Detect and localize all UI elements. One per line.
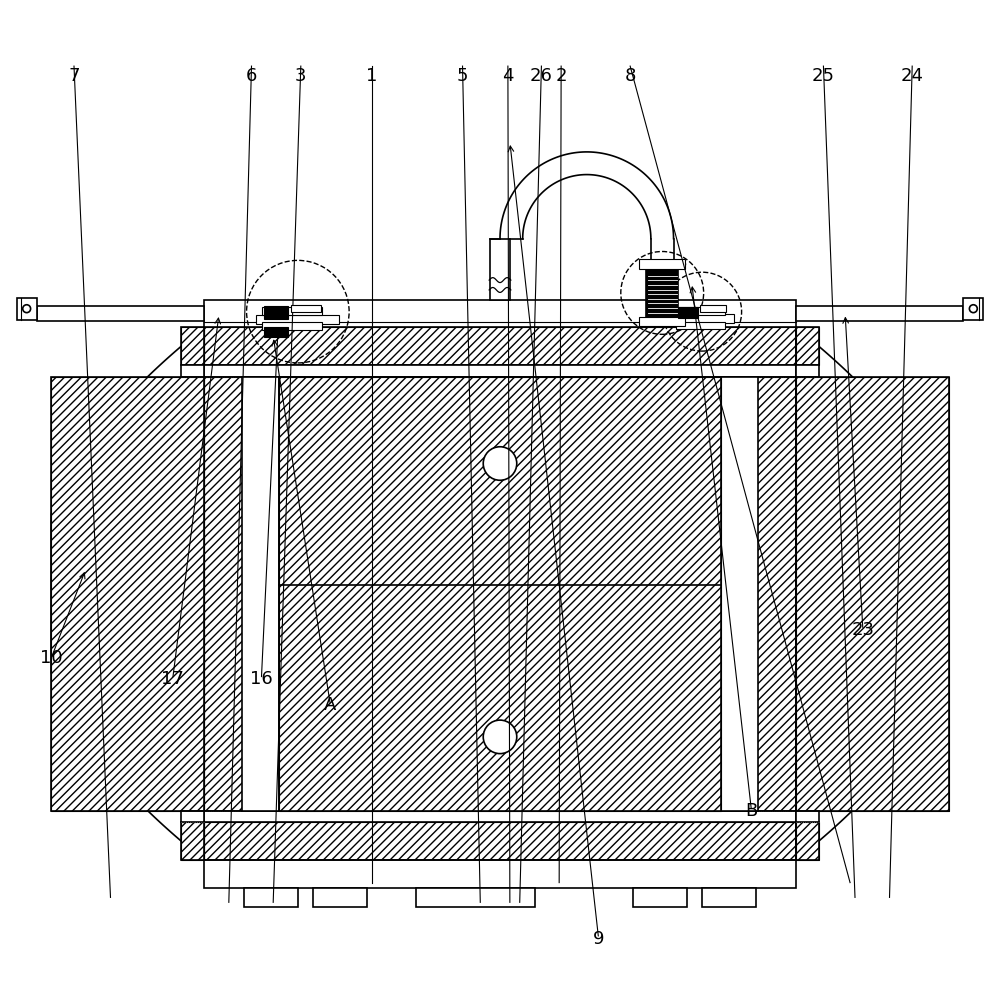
Bar bbox=[17, 298, 37, 320]
Text: 5: 5 bbox=[457, 67, 468, 85]
Bar bbox=[51, 377, 204, 811]
Bar bbox=[262, 322, 322, 330]
Bar bbox=[204, 300, 796, 327]
Bar bbox=[204, 377, 796, 811]
Bar bbox=[639, 259, 685, 269]
Bar bbox=[963, 298, 983, 320]
Circle shape bbox=[23, 305, 31, 313]
Bar bbox=[796, 327, 819, 365]
Bar bbox=[646, 269, 678, 317]
Text: 9: 9 bbox=[593, 930, 604, 948]
Bar bbox=[796, 822, 819, 860]
Bar bbox=[204, 327, 796, 860]
Bar bbox=[244, 888, 298, 907]
Bar bbox=[264, 306, 288, 319]
Bar bbox=[204, 811, 796, 822]
Text: 10: 10 bbox=[40, 649, 63, 667]
Bar bbox=[204, 822, 796, 860]
Bar bbox=[671, 314, 734, 322]
Bar bbox=[796, 306, 963, 321]
Circle shape bbox=[969, 305, 977, 313]
Text: 1: 1 bbox=[366, 67, 377, 85]
Text: 2: 2 bbox=[555, 67, 567, 85]
Text: A: A bbox=[324, 696, 337, 714]
Bar bbox=[264, 327, 288, 337]
Text: B: B bbox=[745, 802, 758, 820]
Circle shape bbox=[483, 720, 517, 754]
Bar bbox=[700, 305, 726, 312]
Bar bbox=[796, 811, 819, 822]
Bar bbox=[639, 317, 685, 326]
Text: 25: 25 bbox=[812, 67, 835, 85]
Bar bbox=[181, 811, 204, 822]
Bar bbox=[181, 365, 204, 377]
Bar bbox=[262, 307, 322, 315]
Bar bbox=[416, 888, 535, 907]
Bar bbox=[796, 377, 949, 811]
Bar bbox=[490, 239, 510, 300]
Bar bbox=[181, 327, 204, 365]
Bar bbox=[721, 377, 758, 811]
Bar bbox=[291, 305, 321, 312]
Text: 3: 3 bbox=[295, 67, 307, 85]
Bar bbox=[204, 327, 796, 365]
Text: 4: 4 bbox=[502, 67, 514, 85]
Bar bbox=[181, 822, 204, 860]
Text: 7: 7 bbox=[68, 67, 80, 85]
Text: 6: 6 bbox=[246, 67, 257, 85]
Bar bbox=[242, 377, 279, 811]
Bar bbox=[702, 888, 756, 907]
Bar bbox=[37, 306, 204, 321]
Bar bbox=[796, 377, 949, 811]
Bar bbox=[279, 377, 721, 811]
Text: 17: 17 bbox=[161, 670, 184, 688]
Bar bbox=[204, 365, 796, 377]
Text: 24: 24 bbox=[901, 67, 924, 85]
Bar bbox=[796, 327, 819, 365]
Bar bbox=[204, 822, 796, 860]
Bar bbox=[204, 860, 796, 888]
Bar bbox=[51, 377, 204, 811]
Bar bbox=[181, 822, 204, 860]
Bar bbox=[313, 888, 367, 907]
Bar bbox=[633, 888, 687, 907]
Bar bbox=[256, 315, 339, 324]
Bar bbox=[676, 307, 725, 315]
Bar bbox=[676, 322, 725, 329]
Text: 8: 8 bbox=[624, 67, 636, 85]
Bar bbox=[204, 377, 796, 811]
Bar bbox=[204, 327, 796, 365]
Text: 23: 23 bbox=[851, 621, 874, 639]
Circle shape bbox=[483, 447, 517, 480]
Bar bbox=[181, 327, 204, 365]
Bar bbox=[678, 307, 698, 318]
Text: 16: 16 bbox=[250, 670, 273, 688]
Bar bbox=[796, 365, 819, 377]
Bar bbox=[796, 822, 819, 860]
Bar bbox=[279, 377, 721, 811]
Text: 26: 26 bbox=[530, 67, 553, 85]
